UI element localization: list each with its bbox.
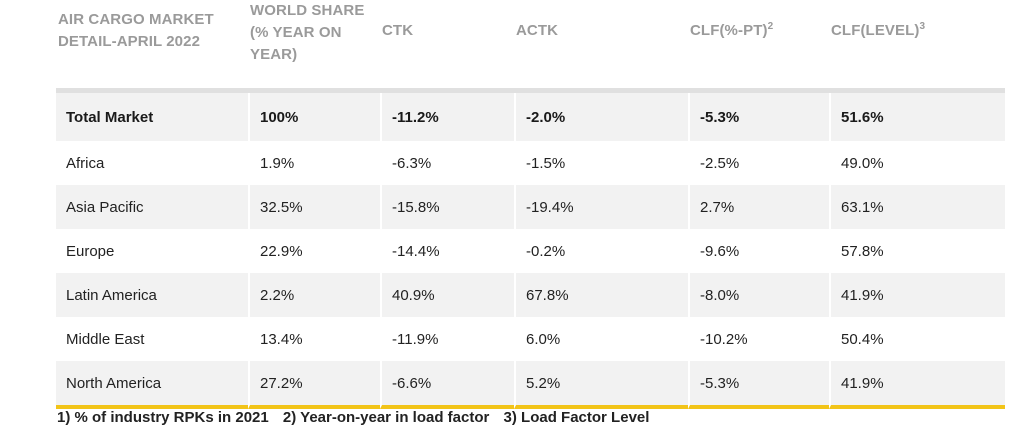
footnote-2: 2) Year-on-year in load factor	[282, 409, 490, 426]
air-cargo-table-container: AIR CARGO MARKET DETAIL-APRIL 2022 WORLD…	[56, 0, 1005, 409]
footnote-3: 3) Load Factor Level	[503, 409, 650, 426]
cell-ctk: -15.8%	[380, 185, 514, 229]
header-market-detail-line-2: DETAIL-APRIL 2022	[58, 33, 201, 50]
header-ctk-label: CTK	[382, 22, 414, 39]
cell-ctk: -6.6%	[380, 361, 514, 409]
air-cargo-market-table: AIR CARGO MARKET DETAIL-APRIL 2022 WORLD…	[56, 0, 1005, 409]
cell-region: Africa	[66, 154, 105, 172]
cell-actk: 5.2%	[514, 361, 688, 409]
header-actk: ACTK	[514, 0, 688, 88]
table-row: North America 27.2% -6.6% 5.2% -5.3% 41.…	[56, 361, 1005, 409]
cell-region: Total Market	[56, 93, 248, 141]
cell-clf-level: 57.8%	[829, 229, 1005, 273]
cell-clf-pt: -9.6%	[688, 229, 829, 273]
cell-world-share: 32.5%	[248, 185, 380, 229]
cell-actk: 6.0%	[514, 317, 688, 361]
header-band-row	[56, 88, 1005, 93]
cell-clf-pt: -2.5%	[688, 141, 829, 185]
table-row: Africa 1.9% -6.3% -1.5% -2.5% 49.0%	[56, 141, 1005, 185]
cell-ctk: -11.2%	[380, 93, 514, 141]
footnote-1: 1) % of industry RPKs in 2021	[57, 409, 269, 426]
table-row: Europe 22.9% -14.4% -0.2% -9.6% 57.8%	[56, 229, 1005, 273]
cell-region: Latin America	[56, 273, 248, 317]
header-world-share-line-2: (% YEAR ON	[250, 24, 342, 41]
header-clf-pt-label: CLF(%-PT)	[690, 22, 768, 39]
cell-actk: -19.4%	[514, 185, 688, 229]
cell-clf-pt: -10.2%	[688, 317, 829, 361]
header-world-share-line-1: WORLD SHARE	[250, 2, 365, 19]
table-row: Middle East 13.4% -11.9% 6.0% -10.2% 50.…	[56, 317, 1005, 361]
cell-world-share: 2.2%	[248, 273, 380, 317]
cell-clf-level: 51.6%	[829, 93, 1005, 141]
header-ctk: CTK	[380, 0, 514, 88]
cell-clf-pt: -5.3%	[688, 93, 829, 141]
cell-region: Asia Pacific	[56, 185, 248, 229]
table-row: Total Market 100% -11.2% -2.0% -5.3% 51.…	[56, 93, 1005, 141]
cell-ctk: -14.4%	[380, 229, 514, 273]
header-world-share: WORLD SHARE (% YEAR ON YEAR)	[248, 0, 380, 88]
cell-actk: -0.2%	[514, 229, 688, 273]
header-clf-level: CLF(LEVEL)3	[829, 0, 1005, 88]
header-clf-pt-sup: 2	[767, 21, 774, 32]
cell-world-share: 27.2%	[248, 361, 380, 409]
table-body: Total Market 100% -11.2% -2.0% -5.3% 51.…	[56, 93, 1005, 409]
header-divider	[56, 88, 1005, 93]
cell-clf-level: 50.4%	[829, 317, 1005, 361]
table-row: Latin America 2.2% 40.9% 67.8% -8.0% 41.…	[56, 273, 1005, 317]
cell-region: Middle East	[66, 330, 145, 348]
cell-ctk: -11.9%	[380, 317, 514, 361]
cell-clf-pt: 2.7%	[688, 185, 829, 229]
cell-actk: -2.0%	[514, 93, 688, 141]
header-world-share-line-3: YEAR)	[250, 46, 298, 63]
cell-clf-pt: -5.3%	[688, 361, 829, 409]
header-actk-label: ACTK	[516, 22, 559, 39]
cell-ctk: 40.9%	[380, 273, 514, 317]
header-clf-pt: CLF(%-PT)2	[688, 0, 829, 88]
header-clf-level-sup: 3	[919, 21, 926, 32]
header-clf-level-label: CLF(LEVEL)	[831, 22, 920, 39]
cell-clf-pt: -8.0%	[688, 273, 829, 317]
cell-actk: 67.8%	[514, 273, 688, 317]
cell-clf-level: 41.9%	[829, 273, 1005, 317]
header-market-detail-line-1: AIR CARGO MARKET	[58, 11, 214, 28]
cell-region: North America	[56, 361, 248, 409]
cell-world-share: 1.9%	[248, 141, 380, 185]
cell-world-share: 100%	[248, 93, 380, 141]
table-row: Asia Pacific 32.5% -15.8% -19.4% 2.7% 63…	[56, 185, 1005, 229]
cell-ctk: -6.3%	[380, 141, 514, 185]
cell-region: Europe	[66, 242, 115, 260]
header-market-detail: AIR CARGO MARKET DETAIL-APRIL 2022	[56, 0, 248, 88]
cell-world-share: 13.4%	[248, 317, 380, 361]
cell-clf-level: 49.0%	[829, 141, 1005, 185]
table-header: AIR CARGO MARKET DETAIL-APRIL 2022 WORLD…	[56, 0, 1005, 93]
cell-world-share: 22.9%	[248, 229, 380, 273]
cell-actk: -1.5%	[514, 141, 688, 185]
header-row: AIR CARGO MARKET DETAIL-APRIL 2022 WORLD…	[56, 0, 1005, 88]
footnotes: 1) % of industry RPKs in 2021 2) Year-on…	[57, 409, 659, 426]
cell-clf-level: 63.1%	[829, 185, 1005, 229]
cell-clf-level: 41.9%	[829, 361, 1005, 409]
